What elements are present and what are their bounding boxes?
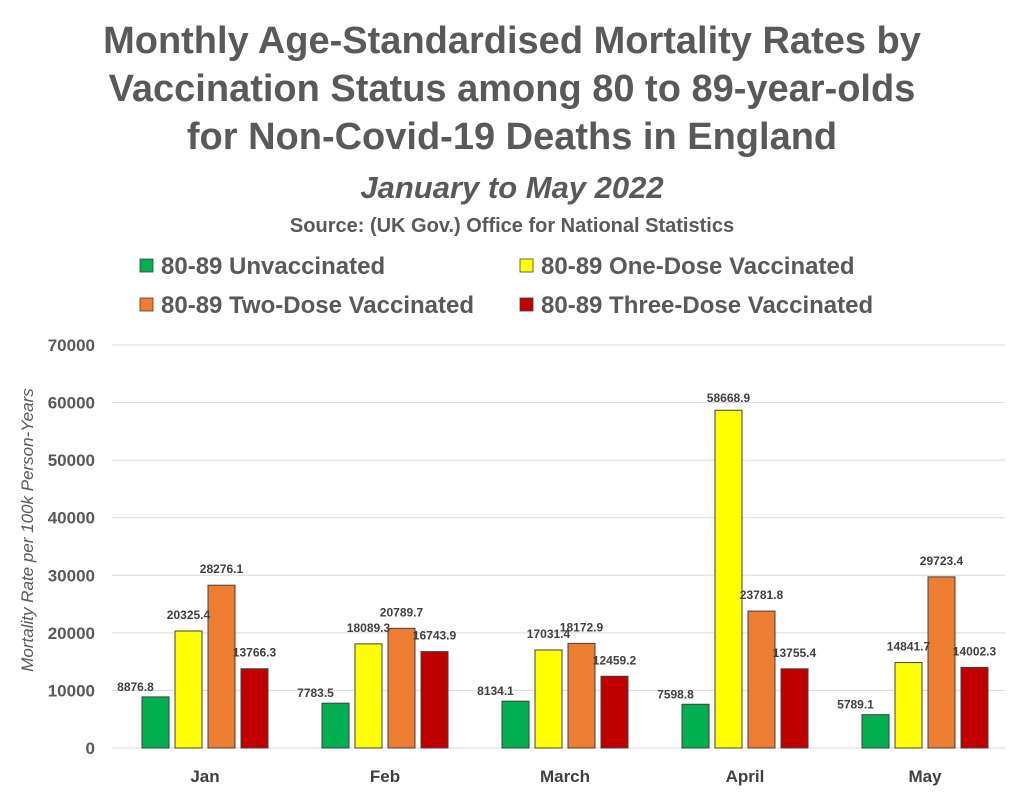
bar	[321, 702, 350, 749]
legend: 80-89 Unvaccinated 80-89 One-Dose Vaccina…	[139, 253, 873, 319]
data-label: 14002.3	[953, 644, 997, 658]
data-label: 16743.9	[413, 629, 457, 643]
data-label: 7783.5	[297, 686, 334, 700]
y-tick-label: 0	[86, 739, 95, 758]
category-label: Jan	[190, 767, 219, 786]
data-label: 13755.4	[773, 646, 817, 660]
y-tick-label: 20000	[48, 624, 95, 643]
legend-swatch	[139, 258, 154, 273]
bar	[861, 714, 890, 749]
data-label: 17031.4	[527, 627, 571, 641]
data-label: 23781.8	[740, 588, 784, 602]
y-axis-label: Mortality Rate per 100k Person-Years	[18, 388, 37, 672]
bar	[714, 409, 743, 749]
legend-label: 80-89 Unvaccinated	[161, 253, 385, 280]
chart-source: Source: (UK Gov.) Office for National St…	[290, 215, 734, 237]
legend-swatch	[519, 258, 534, 273]
bar	[681, 703, 710, 749]
y-tick-label: 50000	[48, 451, 95, 470]
legend-label: 80-89 One-Dose Vaccinated	[541, 253, 854, 280]
chart-title-line-1: Monthly Age-Standardised Mortality Rates…	[103, 20, 921, 62]
category-label: May	[908, 767, 942, 786]
bar	[354, 643, 383, 749]
bar	[567, 642, 596, 749]
chart-subtitle: January to May 2022	[360, 170, 663, 205]
chart-title-line-2: Vaccination Status among 80 to 89-year-o…	[109, 68, 916, 110]
chart-title-line-3: for Non-Covid-19 Deaths in England	[187, 116, 837, 158]
data-label: 8876.8	[117, 680, 154, 694]
bar	[894, 662, 923, 749]
y-tick-label: 30000	[48, 566, 95, 585]
bar	[501, 700, 530, 749]
data-label: 14841.7	[887, 640, 931, 654]
category-labels: Jan Feb March April May	[190, 767, 942, 786]
gridlines: 0 10000 20000 30000 40000 50000 60000 70000	[48, 336, 1005, 758]
data-label: 18089.3	[347, 621, 391, 635]
bar	[600, 675, 629, 749]
bar	[534, 649, 563, 749]
bar	[420, 651, 449, 749]
data-label: 29723.4	[920, 554, 964, 568]
bar	[174, 630, 203, 749]
data-label: 8134.1	[477, 684, 514, 698]
y-tick-label: 10000	[48, 681, 95, 700]
bar	[207, 584, 236, 749]
data-label: 12459.2	[593, 653, 637, 667]
legend-swatch	[139, 297, 154, 312]
data-label: 20789.7	[380, 605, 424, 619]
bar	[240, 668, 269, 749]
y-tick-label: 70000	[48, 336, 95, 355]
bar	[927, 576, 956, 749]
data-labels: 8876.8 20325.4 28276.1 13766.3 7783.5 18089.3…	[117, 391, 996, 711]
category-label: March	[540, 767, 590, 786]
y-tick-label: 60000	[48, 394, 95, 413]
category-label: April	[726, 767, 765, 786]
legend-swatch	[519, 297, 534, 312]
data-label: 7598.8	[657, 687, 694, 701]
data-label: 28276.1	[200, 562, 244, 576]
bar	[780, 668, 809, 749]
bar	[387, 627, 416, 749]
category-label: Feb	[370, 767, 400, 786]
legend-label: 80-89 Three-Dose Vaccinated	[541, 292, 873, 319]
data-label: 20325.4	[167, 608, 211, 622]
data-label: 58668.9	[707, 391, 751, 405]
bar	[141, 696, 170, 749]
data-label: 13766.3	[233, 646, 277, 660]
bars	[141, 409, 989, 749]
bar	[747, 610, 776, 749]
legend-label: 80-89 Two-Dose Vaccinated	[161, 292, 474, 319]
bar	[960, 666, 989, 749]
data-label: 5789.1	[837, 698, 874, 712]
y-tick-label: 40000	[48, 509, 95, 528]
data-label: 18172.9	[560, 620, 604, 634]
